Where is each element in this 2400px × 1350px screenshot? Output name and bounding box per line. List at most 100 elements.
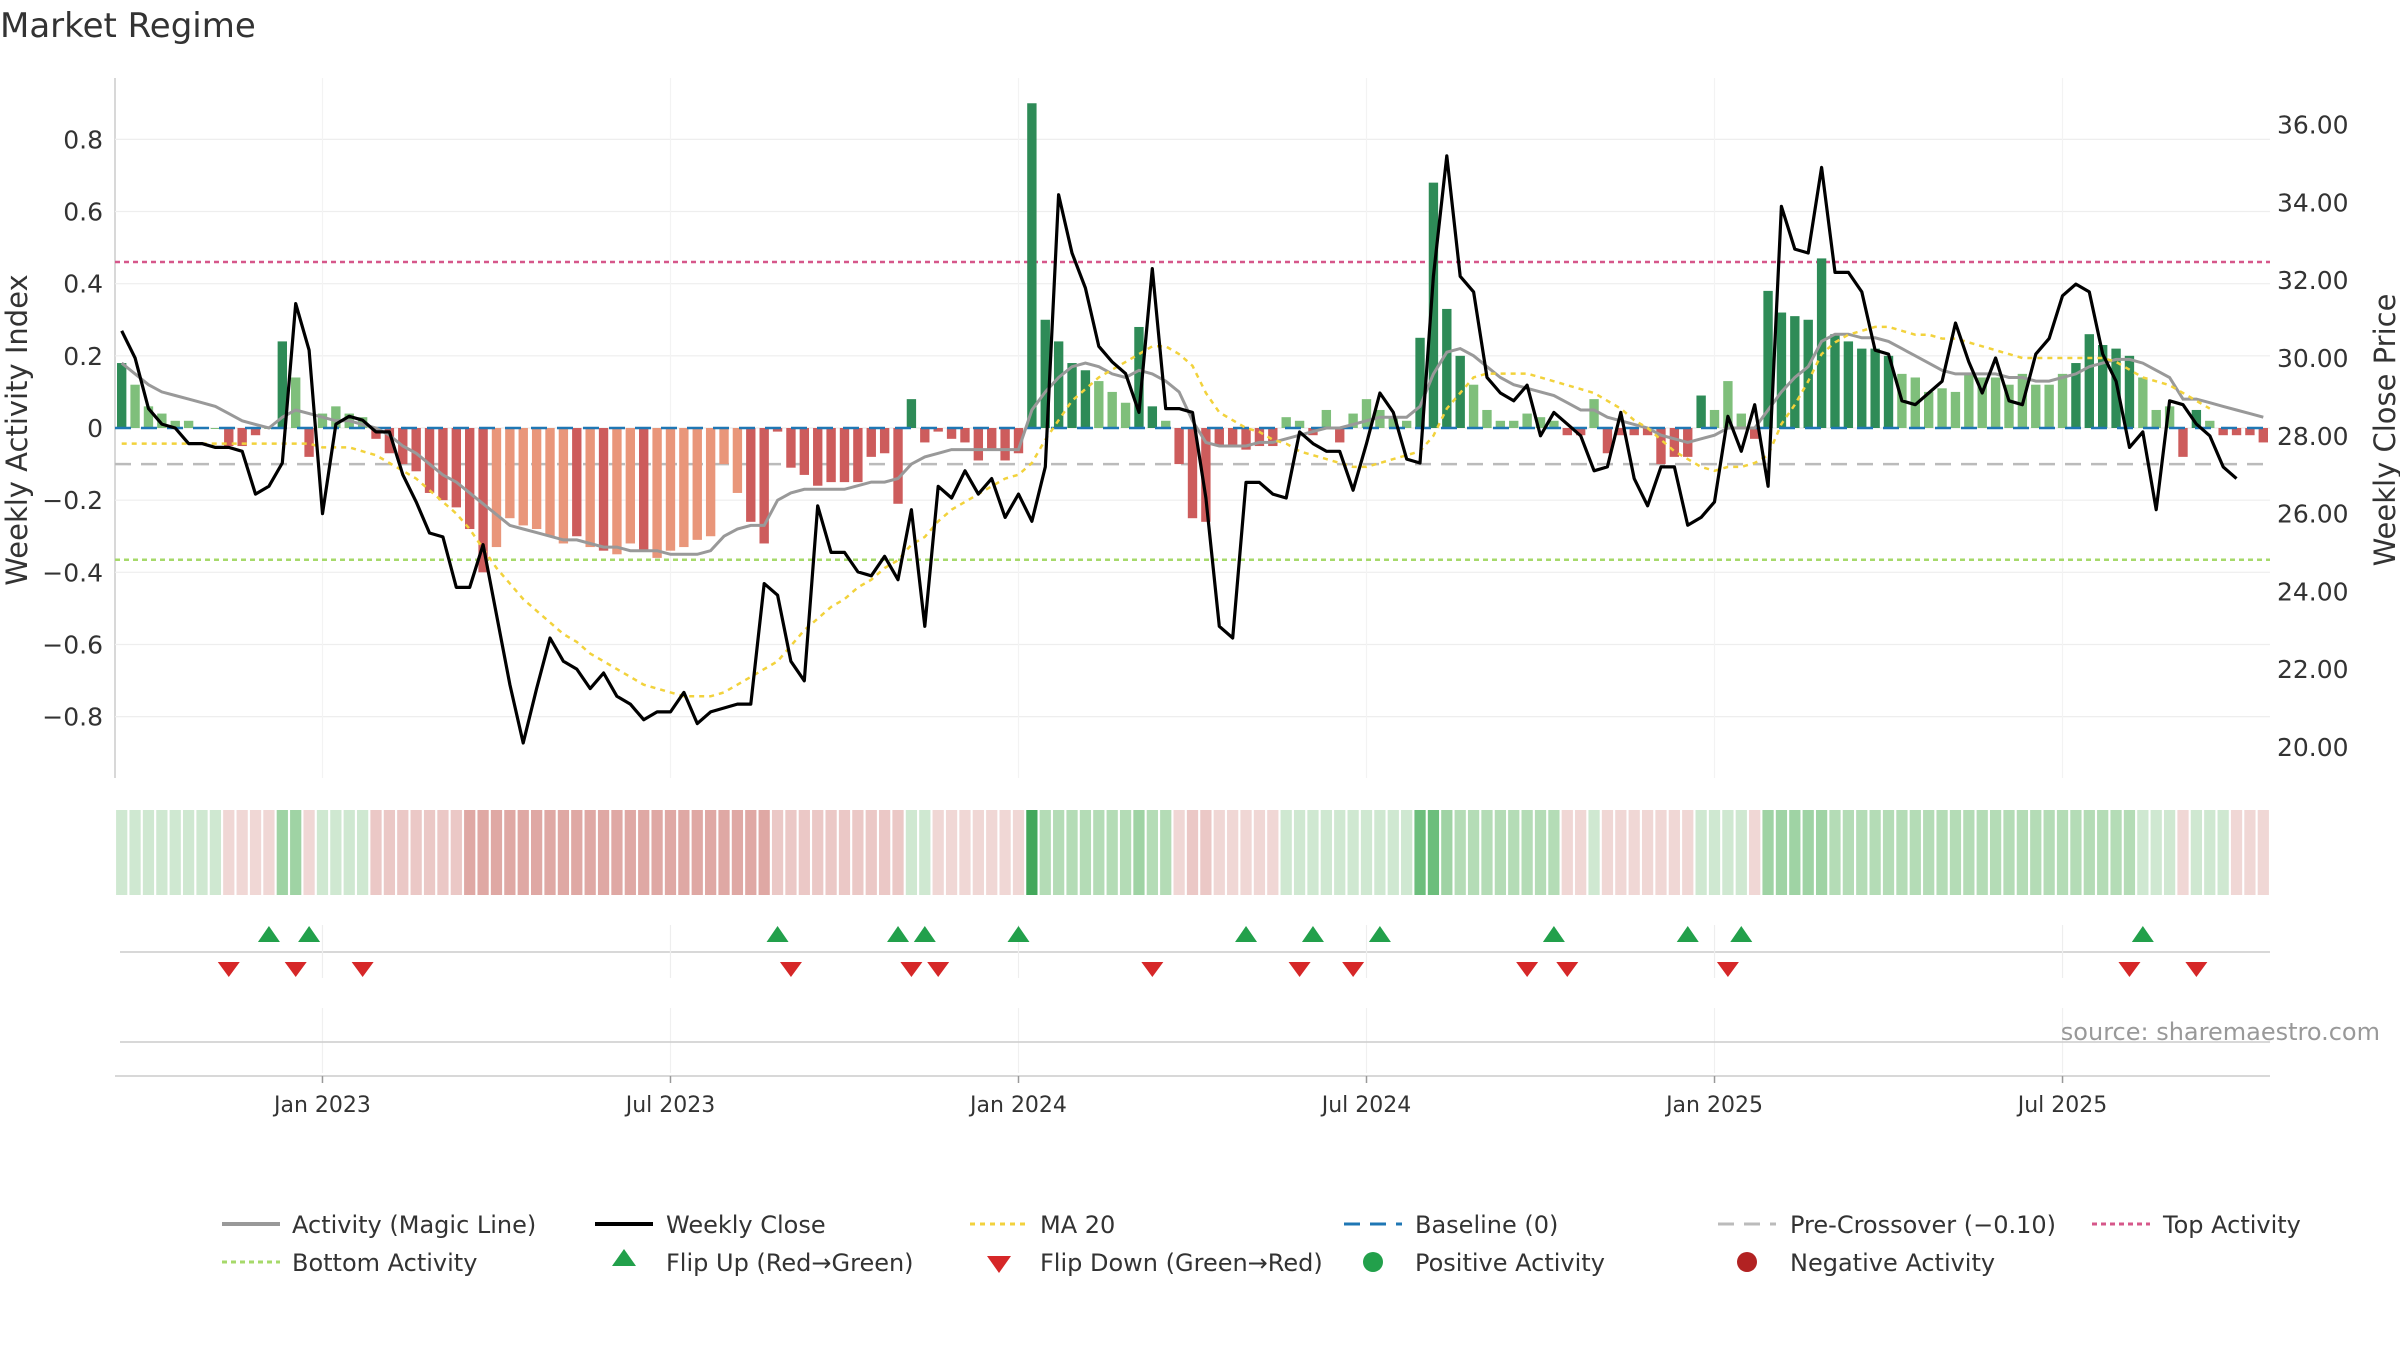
activity-bar: [1602, 428, 1613, 454]
regime-cell: [1106, 810, 1118, 895]
flip-down-marker: [1342, 962, 1365, 977]
activity-bar: [2151, 409, 2161, 428]
activity-bar: [1361, 399, 1372, 428]
regime-cell: [1815, 810, 1828, 895]
flip-up-marker: [1730, 926, 1753, 942]
activity-bar: [2164, 406, 2175, 428]
regime-cell: [2110, 810, 2122, 895]
activity-bar: [1629, 428, 1639, 436]
activity-bar: [1442, 308, 1452, 428]
regime-cell: [798, 810, 810, 895]
regime-cell: [1334, 810, 1346, 895]
activity-bar: [1709, 409, 1720, 428]
y2-tick-label: 36.00: [2277, 111, 2349, 140]
regime-cell: [2150, 810, 2162, 895]
legend-flip-up: Flip Up (Red→Green): [666, 1249, 914, 1277]
regime-cell: [678, 810, 690, 895]
y-tick-label: −0.2: [42, 486, 103, 515]
regime-cell: [865, 810, 877, 895]
activity-bar: [1428, 182, 1439, 428]
flip-up-marker: [257, 926, 280, 942]
activity-bar: [545, 428, 555, 537]
activity-bar: [224, 428, 234, 447]
regime-cell: [490, 810, 503, 895]
regime-cell: [1976, 810, 1988, 895]
y2-tick-label: 22.00: [2277, 655, 2349, 684]
activity-bar: [933, 428, 943, 432]
activity-bar: [117, 363, 127, 428]
y2-tick-label: 28.00: [2277, 422, 2349, 451]
regime-cell: [1079, 810, 1092, 895]
regime-cell: [1427, 810, 1440, 895]
activity-bar: [2178, 428, 2188, 457]
regime-cell: [2204, 810, 2216, 895]
flip-down-marker: [1716, 962, 1739, 977]
flip-up-marker: [1368, 926, 1391, 942]
activity-bar: [732, 428, 743, 493]
activity-bar: [1375, 409, 1385, 428]
activity-bar: [786, 428, 796, 468]
regime-cell: [1374, 810, 1386, 895]
activity-bar: [1321, 409, 1332, 428]
regime-cell: [825, 810, 837, 895]
activity-bar: [1227, 428, 1238, 447]
regime-cell: [383, 810, 396, 895]
activity-bar: [746, 428, 756, 522]
activity-bar: [1107, 391, 1117, 428]
activity-bar: [558, 428, 569, 544]
y-tick-label: −0.4: [42, 558, 103, 587]
activity-bar: [1120, 402, 1131, 428]
regime-cell: [1909, 810, 1921, 895]
source-label: source: sharemaestro.com: [2061, 1018, 2380, 1046]
regime-cell: [370, 810, 382, 895]
flip-down-marker: [2118, 962, 2141, 977]
activity-bar: [879, 428, 890, 454]
regime-cell: [2070, 810, 2082, 895]
activity-bar: [1495, 420, 1506, 428]
activity-bar: [1723, 381, 1733, 428]
activity-bar: [170, 420, 180, 428]
regime-cell: [1896, 810, 1908, 895]
activity-bar: [465, 428, 475, 530]
regime-cell: [1548, 810, 1560, 895]
regime-cell: [638, 810, 650, 895]
regime-cell: [718, 810, 730, 895]
regime-cell: [1682, 810, 1694, 895]
bottom-axis-panel: Jan 2023 Jul 2023 Jan 2024 Jul 2024 Jan 2025…: [115, 1008, 2270, 1118]
activity-bar: [1857, 348, 1867, 428]
activity-bar: [1013, 428, 1024, 454]
regime-cell: [1173, 810, 1185, 895]
activity-bar: [1348, 413, 1358, 428]
regime-cell: [705, 810, 717, 895]
activity-bar: [2138, 377, 2148, 428]
legend-bottom-activity: Bottom Activity: [292, 1249, 477, 1277]
y2-axis-label: Weekly Close Price: [2368, 294, 2400, 567]
regime-cell: [1521, 810, 1533, 895]
regime-cell: [1534, 810, 1547, 895]
legend-negative-activity: Negative Activity: [1790, 1249, 1995, 1277]
legend: Activity (Magic Line) Weekly Close MA 20…: [222, 1211, 2301, 1277]
regime-cell: [771, 810, 784, 895]
activity-bar: [1522, 413, 1532, 428]
legend-positive-activity: Positive Activity: [1415, 1249, 1605, 1277]
x-tick-label: Jan 2024: [968, 1093, 1067, 1118]
regime-cell: [2123, 810, 2136, 895]
x-tick-label: Jul 2023: [624, 1093, 716, 1118]
regime-cell: [504, 810, 516, 895]
activity-bar: [1736, 413, 1746, 428]
activity-bar: [960, 428, 970, 443]
x-tick-label: Jul 2025: [2016, 1093, 2108, 1118]
y-tick-label: −0.8: [42, 703, 103, 732]
flip-up-marker: [887, 926, 910, 942]
regime-cell: [1320, 810, 1332, 895]
legend-swatch-flip-up: [612, 1249, 636, 1266]
flip-down-marker: [351, 962, 374, 977]
legend-top-activity: Top Activity: [2162, 1211, 2301, 1239]
x-tick-label: Jan 2023: [272, 1093, 371, 1118]
regime-cell: [1293, 810, 1306, 895]
y-tick-label: 0.2: [63, 342, 103, 371]
legend-swatch-flip-down: [987, 1256, 1011, 1273]
activity-bar: [331, 406, 341, 428]
regime-cell: [1842, 810, 1854, 895]
regime-cell: [1467, 810, 1480, 895]
